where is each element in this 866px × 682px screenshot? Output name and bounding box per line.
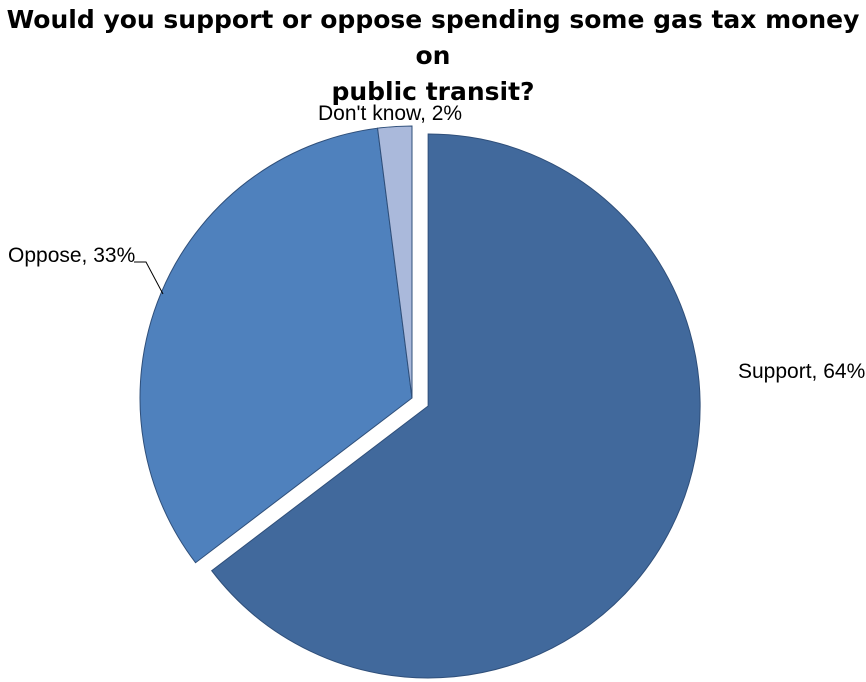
slice-label-don-t-know: Don't know, 2% (318, 102, 462, 125)
chart-title: Would you support or oppose spending som… (0, 2, 866, 110)
leader-line-oppose (134, 261, 164, 295)
slice-label-support: Support, 64% (738, 360, 865, 383)
slice-label-oppose: Oppose, 33% (8, 244, 135, 267)
pie-slice-don-t-know (377, 125, 413, 399)
chart-title-line-1: Would you support or oppose spending som… (6, 5, 860, 70)
chart-title-line-2: public transit? (331, 77, 535, 106)
pie-slice-oppose (139, 127, 413, 564)
slice-labels: Support, 64% Oppose, 33% Don't know, 2% (8, 102, 865, 383)
pie-slice-support (210, 133, 701, 679)
pie-slices (139, 125, 701, 679)
leader-lines (134, 261, 164, 295)
